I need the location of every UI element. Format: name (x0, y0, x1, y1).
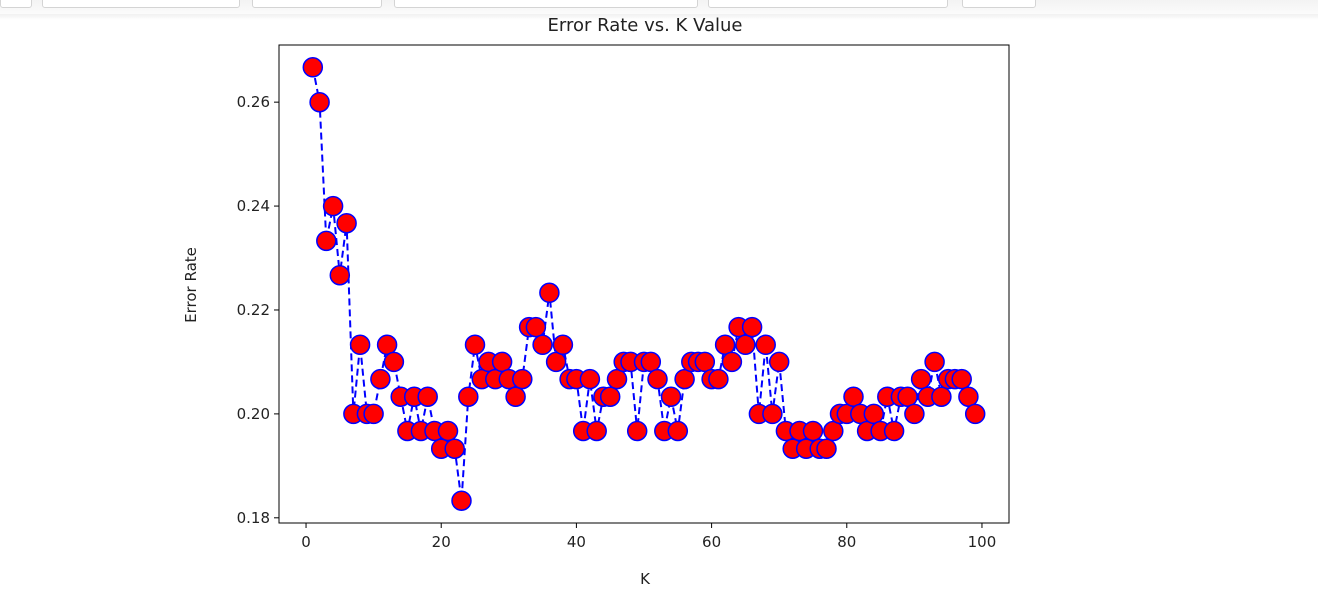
data-point (491, 351, 513, 373)
data-point (579, 368, 601, 390)
data-point (674, 368, 695, 390)
data-point (437, 420, 459, 442)
data-point (539, 282, 560, 304)
data-point (823, 420, 844, 442)
data-point (755, 334, 776, 356)
data-point (640, 351, 662, 373)
axis-ticks: 0 20 40 60 80 100 0.18 0.20 0.22 0.24 0.26 (237, 93, 997, 551)
data-point (349, 334, 371, 356)
data-point (383, 351, 405, 373)
toolbar-button[interactable] (42, 0, 240, 8)
data-point (552, 334, 574, 356)
y-tick-label: 0.26 (237, 93, 270, 111)
data-point (586, 420, 607, 442)
chart-title: Error Rate vs. K Value (547, 15, 742, 36)
notebook-toolbar (0, 0, 1318, 14)
x-tick-label: 100 (968, 533, 997, 551)
data-point (336, 212, 357, 234)
x-tick-label: 80 (837, 533, 856, 551)
y-tick-label: 0.20 (237, 405, 270, 423)
data-point (883, 420, 905, 442)
data-point (667, 420, 689, 442)
data-point (694, 351, 716, 373)
series-markers (302, 57, 986, 511)
data-point (302, 57, 324, 78)
plot-frame (278, 44, 1010, 524)
y-tick-label: 0.24 (237, 197, 270, 215)
data-point (329, 264, 351, 286)
data-point (897, 386, 918, 407)
data-point (762, 403, 783, 425)
data-point (376, 334, 398, 356)
toolbar-button[interactable] (394, 0, 698, 8)
data-point (931, 386, 952, 407)
data-point (964, 403, 986, 425)
data-point (370, 368, 391, 390)
series-line (311, 67, 977, 501)
data-point (924, 351, 945, 373)
data-point (660, 386, 682, 407)
data-point (363, 403, 384, 425)
data-point (505, 386, 526, 407)
data-point (708, 368, 729, 390)
toolbar-button[interactable] (252, 0, 382, 8)
data-point (647, 368, 668, 390)
data-point (458, 386, 479, 407)
data-point (626, 420, 648, 442)
toolbar-button[interactable] (708, 0, 948, 8)
data-point (910, 368, 932, 390)
data-point (863, 403, 885, 425)
data-point (525, 316, 547, 338)
data-point (532, 334, 553, 356)
data-point (904, 403, 925, 425)
data-point (843, 386, 864, 407)
data-point (322, 195, 344, 217)
y-axis-label: Error Rate (182, 247, 200, 323)
data-point (802, 420, 824, 442)
data-point (545, 351, 567, 373)
data-point (951, 368, 972, 390)
data-point (958, 386, 979, 407)
data-point (741, 316, 763, 338)
toolbar-button[interactable] (962, 0, 1036, 8)
data-point (512, 368, 533, 390)
data-point (599, 386, 621, 407)
data-point (464, 334, 486, 356)
data-point (316, 230, 337, 252)
data-point (721, 351, 743, 373)
data-point (309, 91, 330, 113)
data-point (816, 438, 837, 459)
data-point (606, 368, 628, 390)
data-point (768, 351, 790, 373)
data-point (735, 334, 756, 356)
data-point (417, 386, 438, 407)
x-tick-label: 20 (432, 533, 451, 551)
x-tick-label: 40 (567, 533, 586, 551)
x-axis-label: K (640, 570, 651, 588)
toolbar-shadow (0, 14, 1318, 20)
y-tick-label: 0.22 (237, 301, 270, 319)
x-tick-label: 60 (702, 533, 721, 551)
data-point (451, 490, 472, 511)
toolbar-button[interactable] (0, 0, 32, 8)
x-tick-label: 0 (301, 533, 311, 551)
data-point (444, 438, 465, 459)
data-point (714, 334, 736, 356)
y-tick-label: 0.18 (237, 509, 270, 527)
